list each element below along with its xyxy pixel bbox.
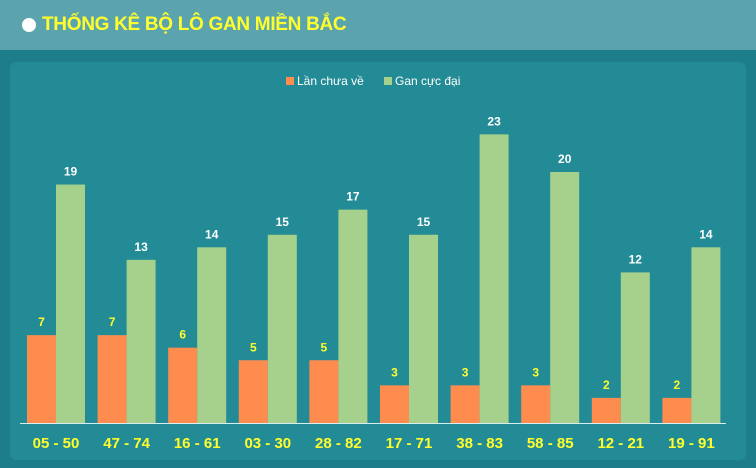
bar-lan-chua-ve-1 [97, 335, 127, 423]
bar-gan-cuc-dai-7 [550, 172, 580, 423]
data-label-gan-cuc-dai-2: 14 [205, 227, 219, 241]
data-label-lan-chua-ve-7: 3 [532, 365, 539, 379]
bar-lan-chua-ve-0 [27, 335, 56, 423]
data-label-gan-cuc-dai-4: 17 [346, 190, 360, 204]
bar-gan-cuc-dai-0 [56, 184, 85, 423]
bar-lan-chua-ve-3 [238, 360, 268, 423]
x-tick-label-4: 28 - 82 [315, 435, 362, 452]
bar-gan-cuc-dai-5 [409, 234, 438, 423]
bar-lan-chua-ve-6 [450, 385, 480, 423]
bar-gan-cuc-dai-6 [479, 134, 509, 423]
x-axis-tick-labels: 05 - 50 47 - 74 16 - 61 03 - 30 28 - 82 17 - … [33, 435, 715, 452]
x-tick-label-8: 12 - 21 [597, 435, 644, 452]
x-tick-label-9: 19 - 91 [668, 435, 715, 452]
data-label-gan-cuc-dai-1: 13 [134, 240, 148, 254]
x-tick-label-0: 05 - 50 [33, 435, 80, 452]
bar-lan-chua-ve-2 [168, 347, 198, 423]
page-title: THỐNG KÊ BỘ LÔ GAN MIỀN BẮC [42, 14, 347, 35]
data-label-gan-cuc-dai-9: 14 [699, 227, 713, 241]
bar-gan-cuc-dai-1 [126, 259, 156, 423]
data-label-lan-chua-ve-2: 6 [179, 328, 186, 342]
legend-item-lan-chua-ve-label[interactable]: Lần chưa về [297, 74, 364, 88]
chart-panel: Lần chưa về Gan cực đại 7 19 7 13 6 14 5 15 5 17 3 1… [10, 62, 746, 460]
bar-gan-cuc-dai-8 [620, 272, 650, 423]
data-label-gan-cuc-dai-7: 20 [558, 152, 572, 166]
x-tick-label-2: 16 - 61 [174, 435, 221, 452]
x-tick-label-7: 58 - 85 [527, 435, 574, 452]
data-label-gan-cuc-dai-3: 15 [276, 215, 290, 229]
x-tick-label-3: 03 - 30 [244, 435, 291, 452]
legend-item-gan-cuc-dai-swatch[interactable] [384, 77, 392, 85]
bar-lan-chua-ve-8 [591, 397, 621, 423]
bar-chart: Lần chưa về Gan cực đại 7 19 7 13 6 14 5 15 5 17 3 1… [20, 74, 726, 452]
bar-gan-cuc-dai-3 [267, 234, 297, 423]
bar-gan-cuc-dai-4 [338, 209, 368, 423]
chart-legend: Lần chưa về Gan cực đại [286, 74, 460, 88]
bar-lan-chua-ve-9 [662, 397, 692, 423]
x-tick-label-5: 17 - 71 [386, 435, 433, 452]
data-label-gan-cuc-dai-6: 23 [487, 114, 501, 128]
data-label-lan-chua-ve-6: 3 [462, 365, 469, 379]
legend-item-gan-cuc-dai-label[interactable]: Gan cực đại [395, 74, 460, 88]
page-header: THỐNG KÊ BỘ LÔ GAN MIỀN BẮC [0, 0, 756, 50]
data-label-lan-chua-ve-9: 2 [674, 378, 681, 392]
data-label-lan-chua-ve-8: 2 [603, 378, 610, 392]
legend-item-lan-chua-ve-swatch[interactable] [286, 77, 294, 85]
bar-lan-chua-ve-5 [380, 385, 409, 423]
circle-icon [22, 18, 36, 32]
x-tick-label-6: 38 - 83 [456, 435, 503, 452]
data-label-lan-chua-ve-4: 5 [321, 340, 328, 354]
x-tick-label-1: 47 - 74 [103, 435, 150, 452]
data-label-gan-cuc-dai-8: 12 [629, 252, 643, 266]
bar-lan-chua-ve-4 [309, 360, 339, 423]
data-label-lan-chua-ve-0: 7 [38, 315, 45, 329]
bar-gan-cuc-dai-2 [197, 247, 227, 423]
chart-bars [27, 134, 721, 423]
chart-data-labels: 7 19 7 13 6 14 5 15 5 17 3 15 3 23 3 20 2 12 2 14 [38, 114, 713, 392]
bar-lan-chua-ve-7 [521, 385, 551, 423]
data-label-gan-cuc-dai-5: 15 [417, 215, 431, 229]
bar-gan-cuc-dai-9 [691, 247, 721, 423]
data-label-lan-chua-ve-1: 7 [109, 315, 116, 329]
data-label-lan-chua-ve-3: 5 [250, 340, 257, 354]
data-label-gan-cuc-dai-0: 19 [64, 165, 78, 179]
data-label-lan-chua-ve-5: 3 [391, 365, 398, 379]
